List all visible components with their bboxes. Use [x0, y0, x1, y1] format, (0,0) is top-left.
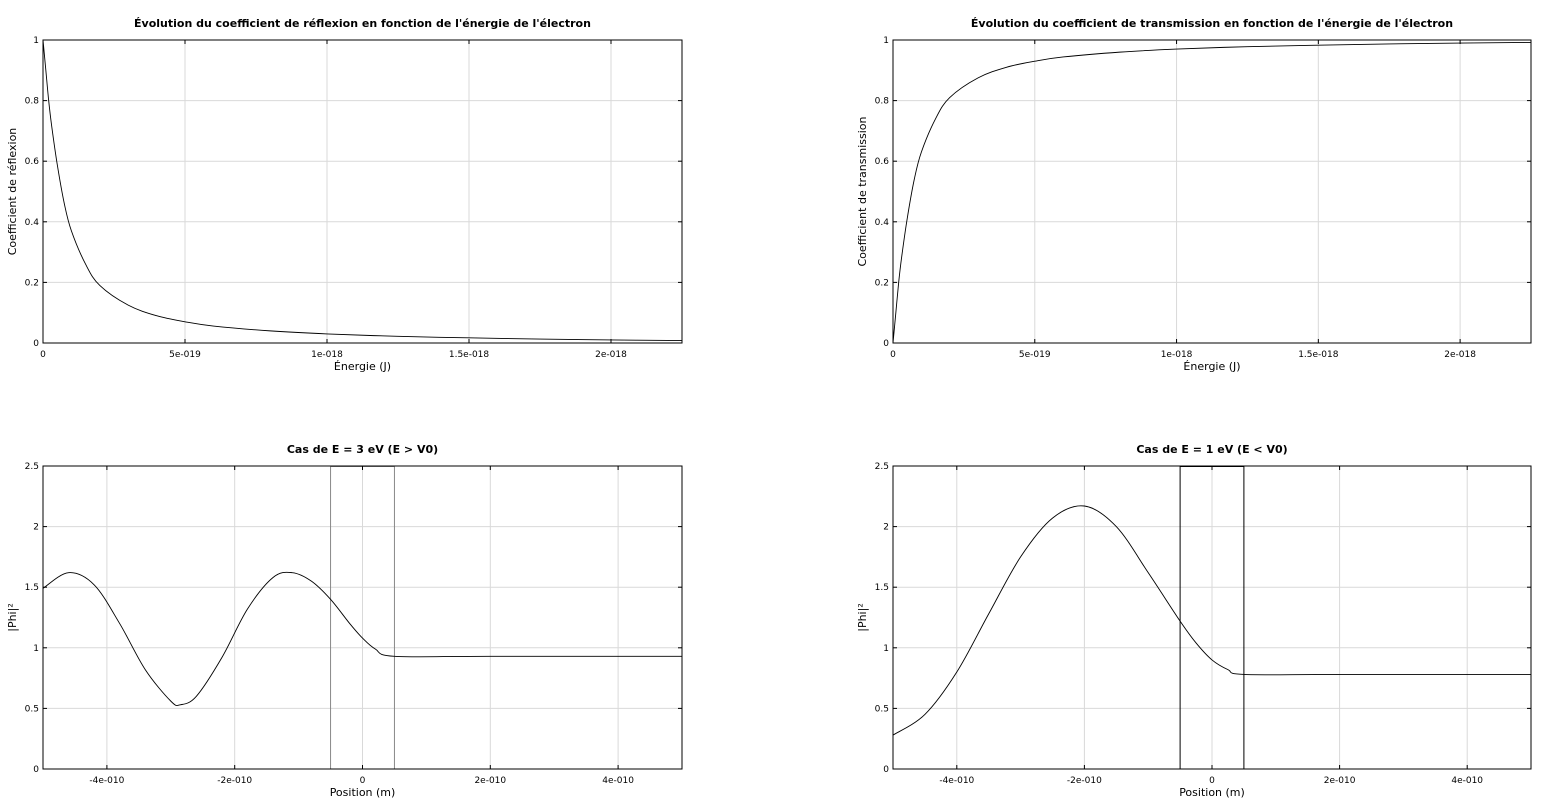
y-tick-label: 2.5 [875, 462, 889, 472]
ticks: 0 5e-019 1e-018 1.5e-018 2e-018 0 0.2 0.4 0.6 0.8… [875, 36, 1531, 360]
plot-frame [892, 465, 1532, 770]
series-line [892, 41, 1532, 344]
grid [892, 39, 1531, 344]
grid [893, 465, 1531, 770]
y-tick-label: 0.6 [875, 157, 890, 167]
x-tick-label: 0 [40, 350, 46, 360]
chart-title: Cas de E = 1 eV (E < V0) [1136, 443, 1287, 456]
y-tick-label: 0 [883, 339, 889, 349]
y-tick-label: 1 [33, 644, 39, 654]
y-axis-label: Coefficient de transmission [856, 116, 869, 266]
y-tick-label: 0.5 [25, 704, 39, 714]
y-tick-label: 0.5 [875, 704, 889, 714]
y-axis-label: Coefficient de réflexion [6, 128, 19, 256]
x-tick-label: 5e-019 [169, 350, 201, 360]
y-tick-label: 0.6 [25, 157, 40, 167]
transmission-chart: 0 5e-019 1e-018 1.5e-018 2e-018 0 0.2 0.4 0.6 0.8… [856, 17, 1532, 373]
series [42, 39, 683, 342]
y-tick-label: 0 [33, 765, 39, 775]
x-tick-label: 0 [890, 350, 896, 360]
chart-title: Évolution du coefficient de réflexion en… [134, 17, 591, 30]
y-tick-label: 0.2 [25, 278, 39, 288]
x-tick-label: 1e-018 [1161, 350, 1193, 360]
y-axis-label: |Phi|² [6, 603, 19, 631]
y-tick-label: 0.2 [875, 278, 889, 288]
x-tick-label: -4e-010 [89, 776, 124, 786]
x-tick-label: -2e-010 [217, 776, 252, 786]
y-tick-label: 1 [33, 36, 39, 46]
series-line [42, 39, 683, 342]
chart-title: Évolution du coefficient de transmission… [971, 17, 1453, 30]
x-tick-label: 5e-019 [1019, 350, 1051, 360]
x-tick-label: 1.5e-018 [1298, 350, 1339, 360]
ticks: 0 5e-019 1e-018 1.5e-018 2e-018 0 0.2 0.4 0.6 0.8… [25, 36, 682, 360]
x-axis-label: Position (m) [1179, 786, 1245, 799]
y-axis-label: |Phi|² [856, 603, 869, 631]
series [892, 505, 1531, 736]
series-line [42, 571, 682, 706]
plot-frame [42, 39, 683, 344]
grid [42, 39, 682, 344]
y-tick-label: 0.4 [25, 218, 40, 228]
x-axis-label: Énergie (J) [1183, 360, 1240, 373]
x-axis-label: Énergie (J) [334, 360, 391, 373]
y-tick-label: 2 [883, 523, 889, 533]
chart-title: Cas de E = 3 eV (E > V0) [287, 443, 438, 456]
ticks: -4e-010 -2e-010 0 2e-010 4e-010 0 0.5 1 1.5 2 2.5 [875, 462, 1531, 786]
x-tick-label: 4e-010 [602, 776, 634, 786]
y-tick-label: 0.8 [25, 97, 40, 107]
series [42, 571, 682, 706]
x-tick-label: -2e-010 [1067, 776, 1102, 786]
y-tick-label: 1.5 [875, 583, 889, 593]
reflection-chart: 0 5e-019 1e-018 1.5e-018 2e-018 0 0.2 0.4 0.6 0.8… [6, 17, 683, 373]
y-tick-label: 1.5 [25, 583, 39, 593]
y-tick-label: 1 [883, 644, 889, 654]
x-tick-label: 2e-010 [474, 776, 506, 786]
wave-chart-1ev: -4e-010 -2e-010 0 2e-010 4e-01000.511.522.5 … [856, 443, 1532, 799]
x-tick-label: 1e-018 [311, 350, 343, 360]
x-tick-label: 4e-010 [1451, 776, 1483, 786]
y-tick-label: 0 [33, 339, 39, 349]
plot-frame [42, 465, 683, 770]
series-line [892, 505, 1531, 736]
plot-frame [892, 39, 1532, 344]
y-tick-label: 2 [33, 523, 39, 533]
x-tick-label: 2e-010 [1324, 776, 1356, 786]
y-tick-label: 0.4 [875, 218, 890, 228]
y-tick-label: 1 [883, 36, 889, 46]
x-tick-label: 0 [1209, 776, 1215, 786]
x-tick-label: 0 [360, 776, 366, 786]
wave-chart-3ev: -4e-010 -2e-010 0 2e-010 4e-01000.511.522.5 … [6, 443, 683, 799]
x-axis-label: Position (m) [330, 786, 396, 799]
y-tick-label: 0 [883, 765, 889, 775]
x-tick-label: 1.5e-018 [449, 350, 490, 360]
series [892, 41, 1532, 344]
y-tick-label: 2.5 [25, 462, 39, 472]
x-tick-label: 2e-018 [1444, 350, 1476, 360]
y-tick-label: 0.8 [875, 97, 890, 107]
x-tick-label: 2e-018 [595, 350, 627, 360]
grid [43, 465, 682, 770]
x-tick-label: -4e-010 [939, 776, 974, 786]
ticks: -4e-010 -2e-010 0 2e-010 4e-010 0 0.5 1 1.5 2 2.5 [25, 462, 682, 786]
